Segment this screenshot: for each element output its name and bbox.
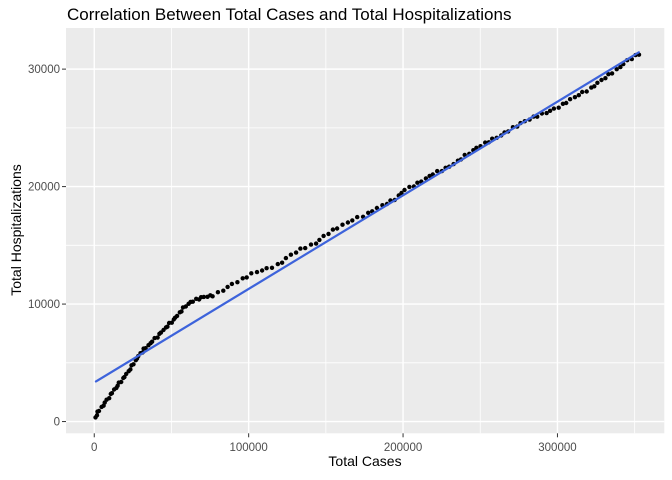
y-tick-label: 20000 (28, 182, 60, 194)
axis-ticks (62, 68, 558, 438)
data-point (606, 72, 611, 77)
data-point (415, 180, 420, 185)
data-point (96, 408, 102, 414)
data-point (225, 284, 230, 290)
data-point (279, 260, 285, 265)
x-tick-label: 300000 (538, 442, 576, 454)
x-tick-label: 200000 (384, 442, 422, 454)
data-point (109, 391, 115, 396)
data-point (131, 362, 136, 367)
data-point (221, 288, 226, 293)
data-point (599, 77, 604, 83)
data-point (174, 313, 180, 319)
data-point (149, 339, 155, 344)
chart-title: Correlation Between Total Cases and Tota… (67, 5, 512, 24)
data-point (210, 294, 215, 299)
y-tick-label: 0 (54, 417, 60, 429)
y-tick-label: 10000 (28, 299, 60, 311)
y-tick-label: 30000 (28, 64, 60, 76)
data-point (560, 101, 566, 107)
data-point (201, 294, 206, 300)
data-point (576, 93, 581, 98)
data-point (122, 374, 127, 380)
data-point (407, 184, 412, 190)
data-point (244, 275, 249, 280)
data-point (609, 71, 615, 76)
tick-labels: 0 100000 200000 300000 0 10000 20000 30000 (28, 64, 577, 454)
data-point (293, 250, 299, 255)
data-point (572, 95, 578, 100)
data-point (119, 379, 124, 385)
data-point (340, 222, 345, 227)
x-axis-title: Total Cases (328, 453, 402, 469)
data-point (366, 210, 371, 215)
data-point (190, 299, 195, 304)
data-point (345, 220, 351, 225)
data-point (240, 276, 245, 281)
data-point (179, 309, 184, 314)
data-point (107, 396, 112, 401)
minor-gridlines (66, 28, 665, 434)
major-gridlines (66, 28, 665, 434)
data-point (215, 290, 221, 295)
data-point (283, 255, 289, 261)
data-point (321, 233, 326, 239)
data-point (326, 231, 331, 237)
data-point (264, 266, 269, 271)
x-tick-label: 100000 (229, 442, 267, 454)
plot-panel (66, 28, 665, 434)
data-point (595, 80, 600, 86)
data-point (303, 245, 308, 251)
data-point (128, 367, 133, 372)
data-point (551, 106, 557, 111)
data-point (317, 237, 322, 243)
data-point (313, 241, 319, 246)
data-point (143, 346, 148, 351)
data-point (567, 97, 573, 102)
data-point (254, 269, 260, 275)
data-point (155, 335, 160, 340)
data-point (269, 265, 275, 270)
data-point (580, 89, 585, 95)
data-point (547, 108, 553, 114)
data-point (94, 413, 100, 418)
data-point (402, 187, 407, 193)
data-point (435, 168, 440, 174)
data-point (355, 214, 360, 220)
data-point (235, 280, 240, 285)
data-point (564, 100, 569, 106)
data-point (544, 110, 549, 116)
data-point (330, 227, 336, 232)
data-point (603, 76, 608, 81)
data-point (288, 252, 294, 257)
data-point (229, 281, 235, 287)
data-point (259, 268, 265, 273)
data-point (249, 271, 254, 276)
data-point (350, 218, 355, 223)
data-point (334, 226, 340, 231)
data-point (614, 67, 619, 72)
data-point (556, 105, 561, 110)
data-point (308, 242, 314, 247)
data-point (183, 304, 188, 309)
data-point (399, 190, 404, 196)
y-axis-title: Total Hospitalizations (8, 164, 24, 296)
data-point (592, 84, 597, 89)
data-point (169, 320, 174, 325)
x-tick-label: 0 (91, 442, 97, 454)
data-point (374, 205, 380, 211)
data-point (165, 324, 170, 329)
data-point (584, 89, 589, 94)
data-point (298, 246, 303, 251)
regression-line (94, 51, 640, 383)
data-point (275, 261, 280, 267)
data-point (618, 64, 623, 70)
